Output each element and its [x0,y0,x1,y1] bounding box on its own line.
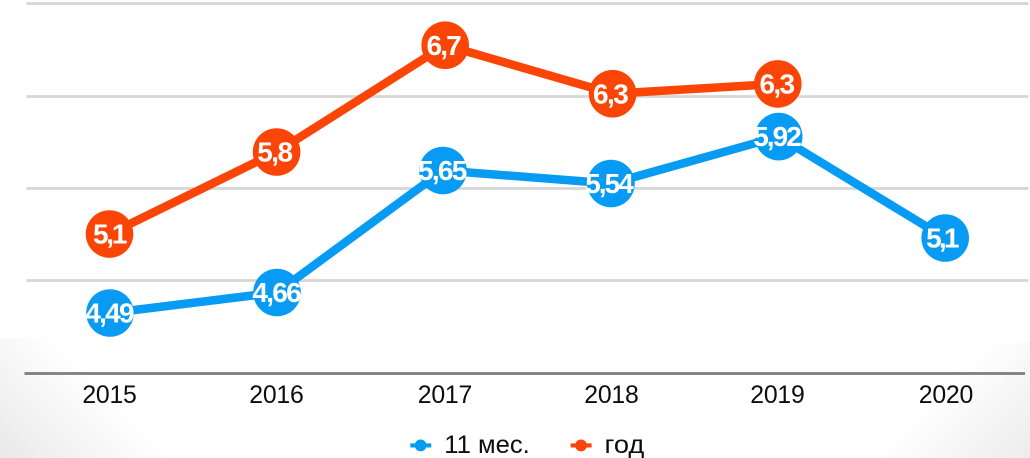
svg-text:2015: 2015 [82,382,137,409]
svg-text:2018: 2018 [584,382,639,409]
svg-text:2016: 2016 [249,382,304,409]
svg-text:5,54: 5,54 [585,168,634,199]
svg-text:2019: 2019 [750,382,805,409]
svg-text:11 мес.: 11 мес. [444,431,530,458]
svg-text:6,7: 6,7 [427,30,462,61]
svg-text:6,3: 6,3 [593,78,629,109]
svg-text:2020: 2020 [919,382,974,409]
svg-text:5,1: 5,1 [926,223,959,254]
svg-text:5,92: 5,92 [753,121,802,152]
svg-text:4,66: 4,66 [252,277,301,308]
svg-text:2017: 2017 [418,382,473,409]
svg-text:год: год [605,431,645,458]
svg-text:5,65: 5,65 [418,155,467,186]
svg-text:5,1: 5,1 [93,219,127,250]
svg-text:6,3: 6,3 [760,69,796,100]
svg-text:5,8: 5,8 [257,137,293,168]
svg-text:4,49: 4,49 [85,298,134,329]
